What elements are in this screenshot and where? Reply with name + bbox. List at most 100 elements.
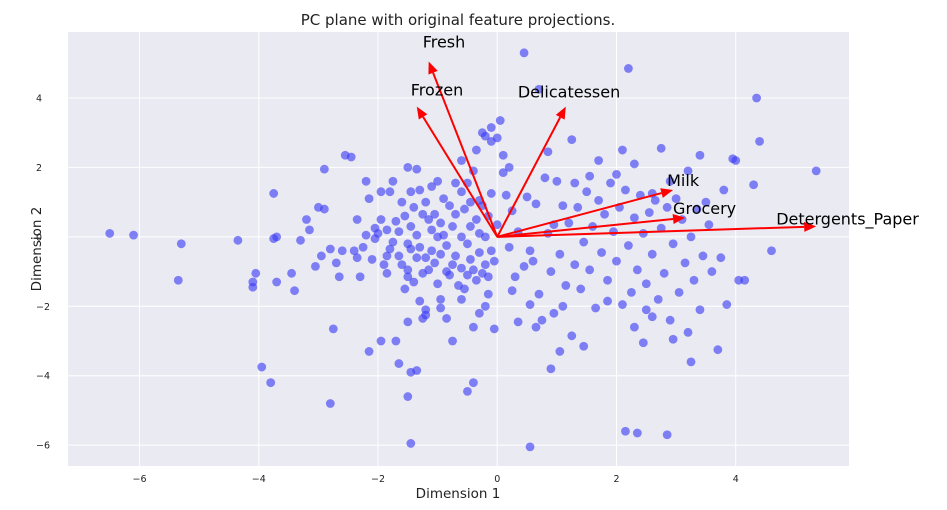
data-point: [606, 178, 615, 188]
data-point: [272, 232, 282, 242]
data-point: [412, 164, 422, 174]
data-point: [519, 261, 529, 271]
data-point: [686, 232, 696, 242]
vector-label: Frozen: [411, 81, 463, 100]
data-point: [433, 176, 443, 186]
y-tick-label: −4: [36, 371, 50, 382]
data-point: [272, 277, 282, 287]
data-point: [504, 242, 514, 252]
data-point: [415, 296, 425, 306]
data-point: [674, 288, 684, 297]
data-point: [647, 312, 657, 322]
data-point: [501, 190, 511, 200]
data-point: [409, 202, 419, 212]
data-point: [412, 253, 422, 263]
data-point: [469, 265, 478, 275]
data-point: [442, 241, 451, 250]
data-point: [540, 173, 550, 183]
y-tick-label: 0: [36, 232, 42, 243]
data-point: [564, 218, 574, 228]
data-point: [671, 194, 681, 204]
data-point: [311, 261, 320, 271]
data-point: [364, 347, 374, 356]
data-point: [394, 227, 404, 237]
data-point: [668, 239, 678, 249]
data-point: [471, 145, 481, 155]
vector-label: Grocery: [673, 199, 736, 218]
data-point: [406, 222, 416, 231]
data-point: [406, 187, 416, 197]
data-point: [421, 197, 431, 207]
data-point: [319, 204, 329, 214]
data-point: [474, 248, 484, 257]
data-point: [302, 215, 311, 224]
data-point: [397, 197, 407, 207]
x-tick-label: 4: [733, 474, 739, 485]
data-point: [457, 187, 466, 197]
data-point: [361, 176, 371, 186]
data-point: [576, 284, 586, 294]
data-point: [573, 202, 583, 212]
vector-arrowhead: [804, 221, 817, 232]
data-point: [403, 265, 413, 275]
data-point: [466, 222, 475, 231]
data-point: [406, 244, 416, 254]
data-point: [394, 359, 404, 368]
data-point: [653, 294, 663, 304]
data-point: [504, 163, 514, 172]
data-point: [448, 222, 457, 231]
data-point: [624, 64, 633, 73]
y-axis-ticks: −6 −4 −2 0 2 4: [36, 93, 50, 451]
data-point: [463, 239, 472, 249]
data-point: [436, 218, 446, 228]
vector-line: [497, 217, 674, 238]
data-point: [811, 166, 821, 176]
data-point: [612, 256, 621, 266]
data-point: [489, 256, 499, 266]
data-point: [421, 253, 431, 263]
data-point: [600, 209, 609, 219]
data-point: [394, 251, 404, 261]
data-point: [626, 288, 636, 297]
data-point: [695, 305, 705, 315]
data-point: [531, 322, 541, 332]
vector-arrowhead: [672, 213, 686, 224]
data-point: [492, 220, 502, 230]
data-point: [543, 147, 553, 157]
data-point: [495, 116, 505, 125]
data-point: [507, 286, 517, 296]
data-point: [355, 272, 365, 282]
data-point: [445, 270, 454, 280]
data-point: [731, 156, 741, 165]
data-point: [439, 230, 448, 240]
data-point: [722, 300, 732, 309]
vector-label: Delicatessen: [518, 83, 620, 102]
data-point: [716, 253, 726, 263]
data-point: [409, 277, 419, 287]
data-point: [331, 258, 341, 268]
data-point: [305, 225, 314, 235]
data-point: [525, 300, 535, 309]
data-point: [695, 150, 705, 160]
vector-line: [496, 116, 562, 238]
data-point: [480, 131, 490, 141]
data-point: [612, 169, 621, 179]
data-point: [403, 392, 413, 401]
data-point: [689, 275, 699, 285]
data-point: [585, 171, 595, 181]
x-tick-label: −4: [252, 474, 266, 485]
data-point: [448, 260, 457, 270]
data-point: [665, 315, 675, 325]
data-point: [567, 135, 577, 145]
data-point: [349, 246, 359, 256]
data-point: [486, 189, 496, 198]
data-point: [543, 228, 553, 238]
data-point: [129, 230, 138, 240]
data-point: [376, 215, 386, 224]
data-point: [388, 176, 398, 186]
data-point: [382, 251, 392, 261]
vector-line: [497, 225, 805, 238]
data-point: [522, 192, 532, 202]
vector-line: [496, 192, 662, 238]
data-point: [665, 176, 675, 186]
